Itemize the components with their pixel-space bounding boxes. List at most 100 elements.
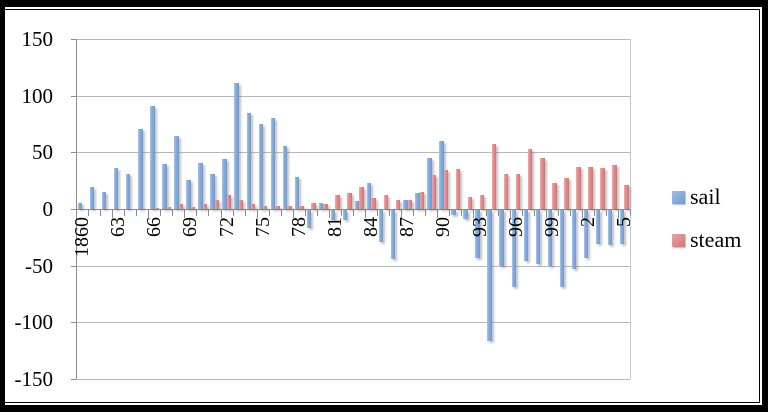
bar-sail-1863 [114,168,119,209]
y-axis-label: 50 [32,140,53,165]
x-axis-line [76,209,630,210]
bar-sail-1867 [162,163,167,209]
x-axis-label: 63 [107,217,138,238]
x-axis-tick [148,210,150,218]
bar-sail-1904 [607,210,613,246]
x-axis-label: 84 [360,217,391,238]
y-gridline [76,378,630,380]
y-axis-label: 150 [21,27,54,51]
x-axis-tick [160,210,162,216]
bar-steam-1870 [202,204,208,209]
x-axis-tick [377,210,379,216]
plot-right-border [630,39,631,379]
bar-steam-1895 [503,173,509,209]
bar-sail-1862 [101,192,107,209]
x-axis-label-text: 96 [504,217,527,237]
x-axis-tick [304,210,306,216]
x-axis-tick [533,210,535,216]
bar-sail-1864 [126,173,131,209]
x-axis-tick [449,210,451,216]
x-axis-tick [509,210,511,218]
x-axis-tick [280,210,282,216]
x-axis-label: 81 [324,217,355,238]
x-axis-label-text: 5 [613,217,636,227]
bar-steam-1879 [311,203,316,209]
x-axis-label: 72 [216,217,247,238]
x-axis-tick [557,210,559,216]
bar-steam-1883 [359,187,364,209]
x-axis-label-text: 81 [323,217,346,237]
x-axis-tick [328,210,330,218]
bar-steam-1874 [251,204,256,209]
x-axis-tick [365,210,367,218]
x-axis-tick [244,210,246,216]
x-axis-tick [593,210,595,216]
x-axis-tick [545,210,547,218]
x-axis-label: 99 [541,217,572,238]
bar-steam-1866 [154,207,160,209]
bar-steam-1869 [190,206,196,209]
x-axis-label-text: 87 [396,217,419,237]
bar-sail-1878 [294,177,300,209]
x-axis-tick [136,210,138,216]
x-axis-tick [630,210,632,216]
y-gridline [76,322,630,324]
x-axis-label-text: 1860 [71,217,94,257]
x-axis-tick [413,210,415,216]
bar-steam-1871 [214,199,220,209]
x-axis-tick [497,210,499,216]
x-axis-label-text: 69 [179,217,202,237]
bar-sail-1884 [366,182,372,209]
y-axis-tick [71,265,76,267]
y-gridline [76,39,630,40]
bar-sail-1866 [150,105,155,209]
bar-sail-1879 [306,210,312,229]
bar-sail-1887 [403,199,408,209]
legend-swatch-steam [672,233,685,247]
bar-steam-1876 [275,205,280,209]
bar-steam-1868 [178,204,184,209]
x-axis-tick [196,210,198,216]
bar-sail-1869 [186,179,191,209]
y-axis-tick [71,95,76,97]
y-axis-tick [71,152,76,154]
bar-sail-1903 [595,210,601,244]
bar-sail-1871 [210,173,215,209]
x-axis-tick [401,210,403,218]
x-axis-label: 78 [288,217,319,238]
bar-steam-1887 [407,199,412,209]
x-axis-tick [605,210,607,216]
x-axis-tick [208,210,210,216]
y-axis-label: -150 [14,366,54,391]
bar-steam-1878 [299,205,304,209]
bar-sail-1877 [282,145,288,209]
x-axis-label: 75 [252,217,283,238]
bar-sail-1891 [451,210,456,215]
bar-steam-1872 [226,195,232,209]
bar-sail-1870 [198,162,203,209]
bar-steam-1867 [166,206,172,209]
bar-sail-1872 [222,159,227,209]
bar-steam-1894 [491,144,497,209]
x-axis-tick [292,210,294,218]
y-axis-label: -100 [14,310,54,335]
x-axis-label: 2 [577,217,599,238]
bar-sail-1882 [342,210,348,221]
bar-sail-1880 [318,203,324,209]
y-axis-tick [71,209,76,210]
bar-steam-1893 [479,195,485,209]
bar-sail-1886 [391,210,396,259]
bar-sail-1893 [475,210,480,258]
x-axis-label-text: 84 [360,217,383,237]
x-axis-label: 69 [179,217,210,238]
bar-sail-1905 [619,210,625,244]
bar-steam-1904 [612,164,617,209]
bar-steam-1888 [419,192,425,209]
y-axis-tick [71,378,76,380]
x-axis-tick [340,210,342,216]
bar-steam-1873 [238,199,244,209]
x-axis-label-text: 72 [215,217,238,237]
x-axis-tick [316,210,318,216]
x-axis-tick [172,210,174,216]
